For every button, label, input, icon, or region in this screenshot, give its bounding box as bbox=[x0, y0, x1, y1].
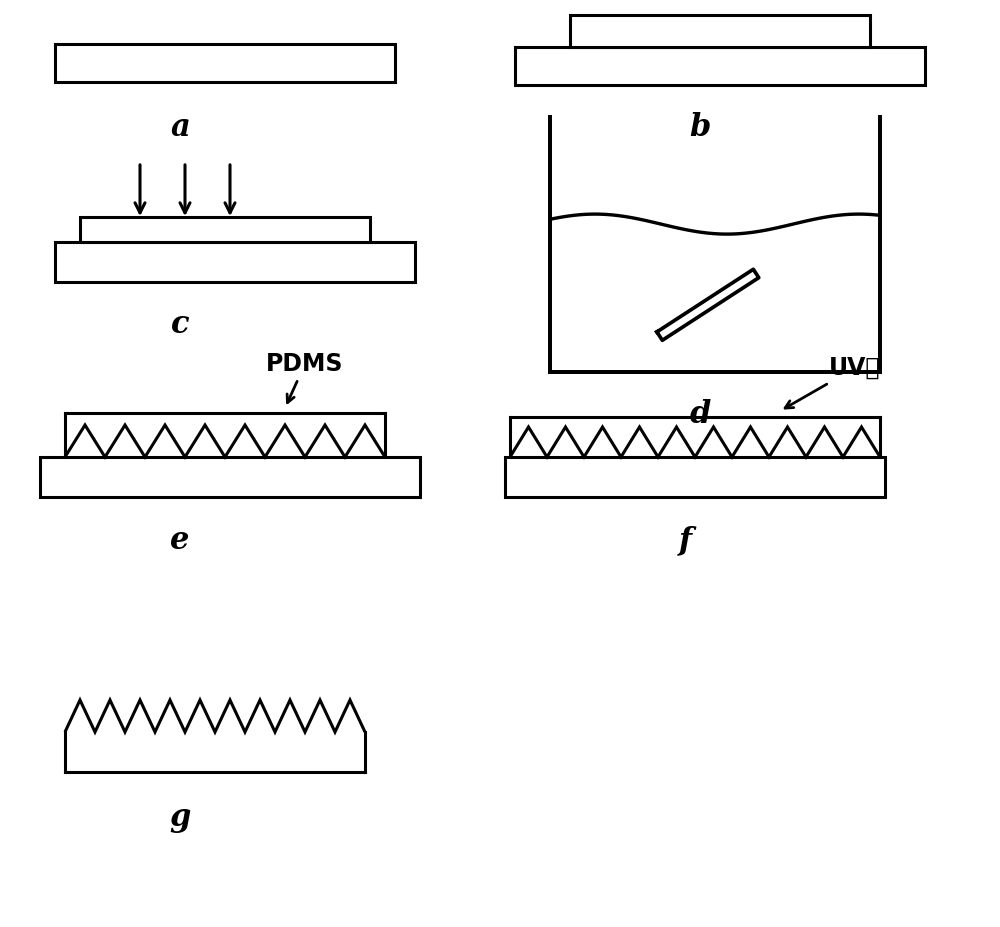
Bar bbox=[505, 457, 885, 497]
Bar bbox=[40, 457, 420, 497]
Bar bbox=[515, 47, 925, 85]
Text: g: g bbox=[169, 802, 191, 833]
Text: UV胶: UV胶 bbox=[785, 356, 881, 408]
Polygon shape bbox=[657, 269, 759, 340]
Bar bbox=[80, 217, 370, 242]
Bar bbox=[55, 242, 415, 282]
Text: c: c bbox=[171, 309, 189, 340]
Bar bbox=[570, 15, 870, 47]
Bar bbox=[55, 44, 395, 82]
Text: f: f bbox=[678, 525, 692, 556]
Text: d: d bbox=[689, 399, 711, 430]
Text: b: b bbox=[689, 112, 711, 143]
Text: a: a bbox=[170, 112, 190, 143]
Text: PDMS: PDMS bbox=[266, 352, 344, 402]
Text: e: e bbox=[170, 525, 190, 556]
